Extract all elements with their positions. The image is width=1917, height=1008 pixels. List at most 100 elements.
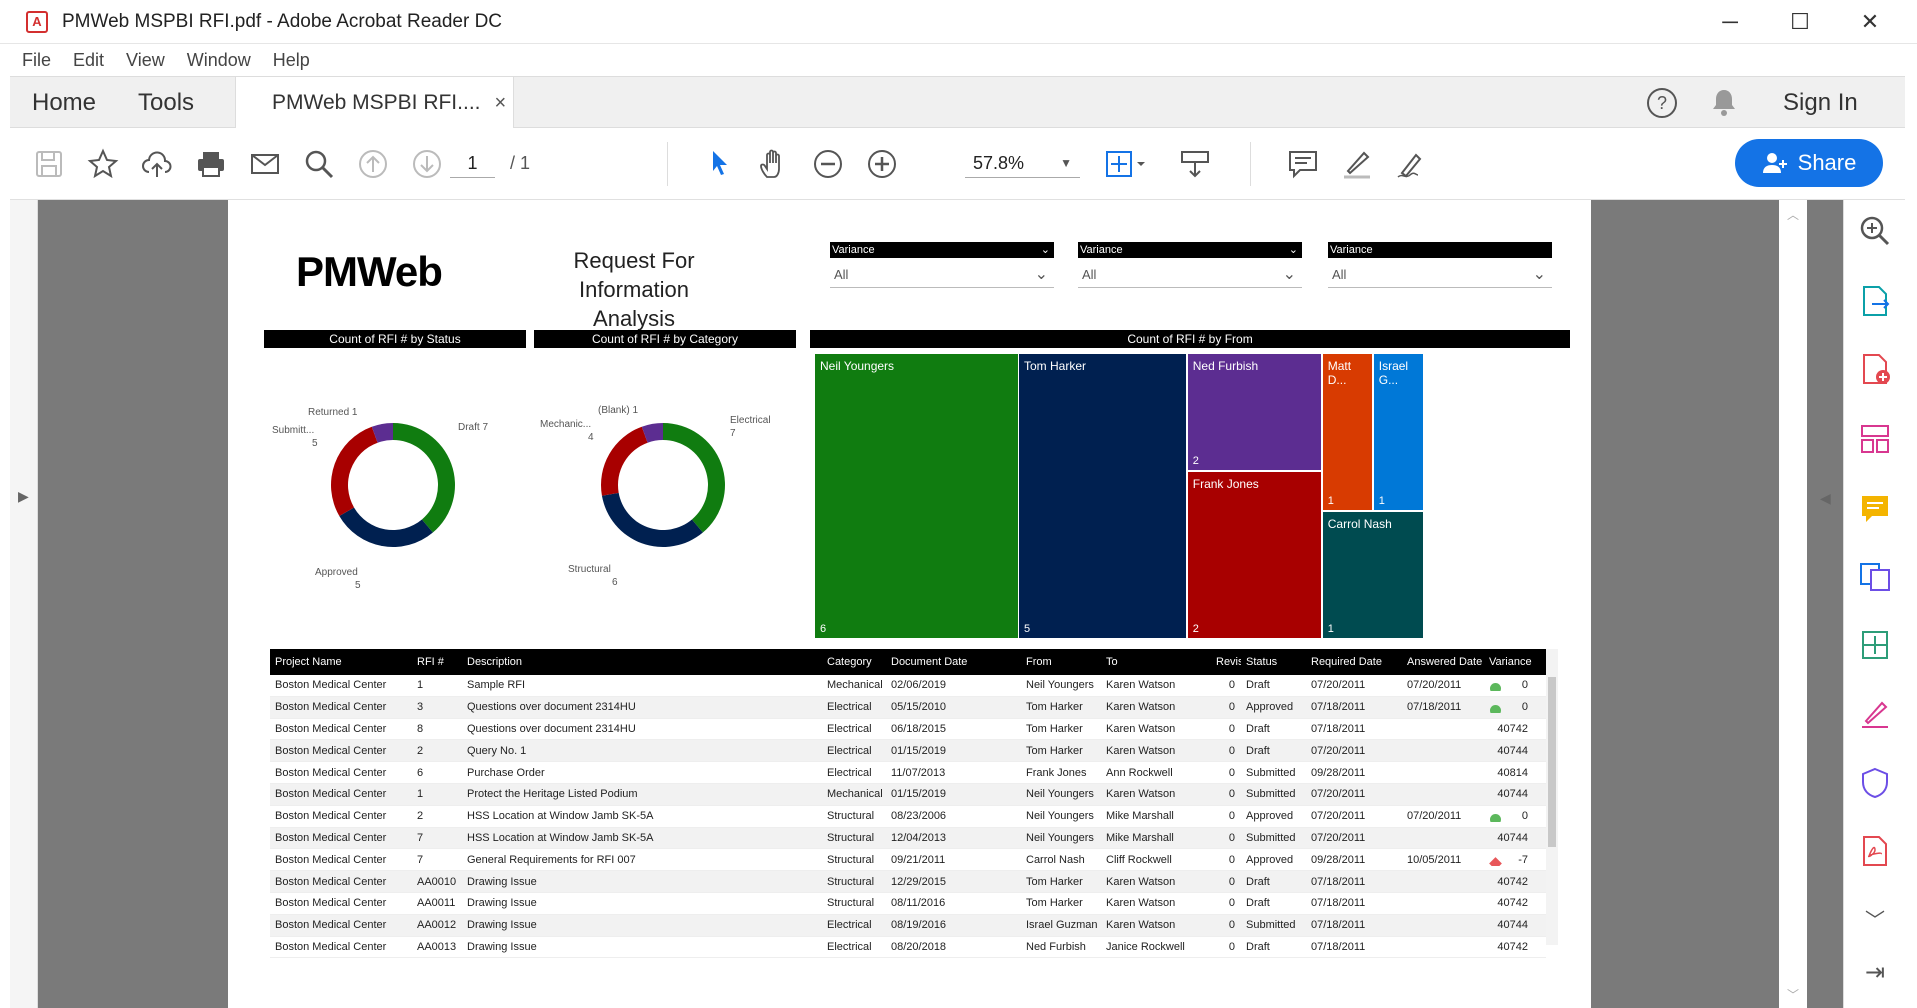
treemap-tile[interactable]: Ned Furbish 2 [1187,354,1321,471]
protect-shield-icon[interactable] [1858,766,1892,800]
menu-help[interactable]: Help [272,49,310,70]
table-cell: Boston Medical Center [275,940,387,953]
table-row[interactable]: Boston Medical Center 7 HSS Location at Wi… [270,827,1546,850]
zoom-level-select[interactable]: 57.8% ▼ [965,148,1080,178]
donut-slice-structural[interactable] [601,492,703,547]
column-header[interactable]: Answered Date [1407,656,1483,668]
donut-slice-returned[interactable] [371,423,393,443]
donut-slice-draft[interactable] [393,423,455,533]
search-icon[interactable] [301,146,337,182]
column-header[interactable]: RFI # [417,656,444,668]
table-row[interactable]: Boston Medical Center 2 HSS Location at Wi… [270,806,1546,828]
page-up-icon[interactable] [355,146,391,182]
tab-close-icon[interactable]: × [494,91,507,114]
save-icon[interactable] [31,146,67,182]
table-row[interactable]: Boston Medical Center AA0010 Drawing Issue… [270,871,1546,893]
treemap-tile[interactable]: Carrol Nash 1 [1322,511,1424,638]
fit-page-icon[interactable] [1100,146,1150,182]
variance-filter-3[interactable]: Variance All ⌄ [1328,242,1552,298]
collapse-pane-icon[interactable]: ⇥ [1864,959,1886,986]
donut-slice-approved[interactable] [339,507,433,548]
organize-pages-icon[interactable] [1858,422,1892,456]
variance-filter-1[interactable]: Variance ⌄ All ⌄ [830,242,1054,298]
minimize-button[interactable]: ─ [1722,9,1738,34]
collapse-panel-icon[interactable]: ◀ [1820,490,1831,506]
treemap-tile[interactable]: Israel G... 1 [1373,354,1424,511]
email-icon[interactable] [247,146,283,182]
create-pdf-icon[interactable] [1858,352,1892,386]
table-row[interactable]: Boston Medical Center 1 Protect the Herita… [270,783,1546,806]
table-row[interactable]: Boston Medical Center 8 Questions over doc… [270,719,1546,741]
zoom-out-icon[interactable] [810,146,846,182]
scroll-mode-icon[interactable] [1177,146,1213,182]
menu-view[interactable]: View [126,49,165,70]
page-down-icon[interactable] [409,146,445,182]
column-header[interactable]: Status [1246,656,1278,668]
bookmark-star-icon[interactable] [85,146,121,182]
share-button[interactable]: Share [1735,139,1883,187]
column-header[interactable]: To [1106,656,1118,668]
table-cell: Mechanical [827,788,883,801]
scroll-down-icon[interactable]: ﹀ [1787,988,1800,1002]
table-row[interactable]: Boston Medical Center 6 Purchase Order Elec… [270,762,1546,784]
tab-home[interactable]: Home [32,88,97,116]
combine-files-icon[interactable] [1858,560,1892,594]
column-header[interactable]: Document Date [891,656,968,668]
tab-tools[interactable]: Tools [138,88,195,116]
tab-document[interactable]: PMWeb MSPBI RFI.... × [235,77,514,129]
select-cursor-icon[interactable] [702,146,738,182]
treemap-tile[interactable]: Frank Jones 2 [1187,472,1321,638]
zoom-search-icon[interactable] [1858,214,1892,248]
donut-slice-submitted[interactable] [331,426,378,516]
treemap-tile[interactable]: Matt D... 1 [1322,354,1373,511]
upload-cloud-icon[interactable] [139,146,175,182]
help-icon[interactable]: ? [1647,88,1677,118]
menu-file[interactable]: File [22,49,52,70]
table-cell: 0 [1228,722,1235,735]
column-header[interactable]: Category [827,656,872,668]
table-row[interactable]: Boston Medical Center 7 General Requiremen… [270,849,1546,872]
export-pdf-icon[interactable] [1858,284,1892,318]
more-tools-chevron-icon[interactable]: ﹀ [1865,910,1885,932]
table-row[interactable]: Boston Medical Center 2 Query No. 1 Electri… [270,740,1546,763]
vertical-scrollbar[interactable]: ︿ ﹀ [1779,200,1807,1008]
compress-icon[interactable] [1858,628,1892,662]
column-header[interactable]: Description [467,656,523,668]
sign-pen-icon[interactable] [1393,146,1429,182]
table-scrollbar-thumb[interactable] [1548,677,1556,847]
table-row[interactable]: Boston Medical Center 3 Questions over doc… [270,696,1546,719]
table-scrollbar[interactable] [1546,649,1558,945]
donut-slice-electrical[interactable] [663,423,725,533]
column-header[interactable]: Project Name [275,656,342,668]
table-row[interactable]: Boston Medical Center AA0013 Drawing Issue… [270,937,1546,959]
table-row[interactable]: Boston Medical Center AA0011 Drawing Issue… [270,893,1546,915]
column-header[interactable]: Variance [1489,656,1532,668]
scroll-up-icon[interactable]: ︿ [1787,208,1800,222]
column-header[interactable]: From [1026,656,1052,668]
left-panel-toggle[interactable]: ▶ [10,200,38,1008]
menu-window[interactable]: Window [186,49,251,70]
hand-tool-icon[interactable] [756,146,792,182]
comment-tool-icon[interactable] [1858,492,1892,526]
sign-in-link[interactable]: Sign In [1783,88,1858,116]
fill-sign-icon[interactable] [1858,697,1892,731]
zoom-in-icon[interactable] [864,146,900,182]
treemap-tile[interactable]: Tom Harker 5 [1019,354,1186,638]
table-row[interactable]: Boston Medical Center AA0012 Drawing Issue… [270,914,1546,937]
maximize-button[interactable]: ☐ [1790,9,1810,34]
column-header[interactable]: Required Date [1311,656,1382,668]
donut-slice-blank[interactable] [641,423,663,443]
column-header[interactable]: Revision [1216,656,1241,668]
page-number-input[interactable]: 1 [450,148,495,178]
menu-edit[interactable]: Edit [73,49,105,70]
comment-icon[interactable] [1285,146,1321,182]
pdf-file-icon[interactable] [1858,834,1892,868]
print-icon[interactable] [193,146,229,182]
bell-icon[interactable] [1710,87,1738,122]
highlight-pen-icon[interactable] [1339,146,1375,182]
table-row[interactable]: Boston Medical Center 1 Sample RFI Mechanic… [270,675,1546,697]
treemap-tile[interactable]: Neil Youngers 6 [815,354,1018,638]
variance-filter-2[interactable]: Variance ⌄ All ⌄ [1078,242,1302,298]
donut-slice-mechanical[interactable] [601,426,648,496]
close-button[interactable]: ✕ [1860,9,1880,34]
